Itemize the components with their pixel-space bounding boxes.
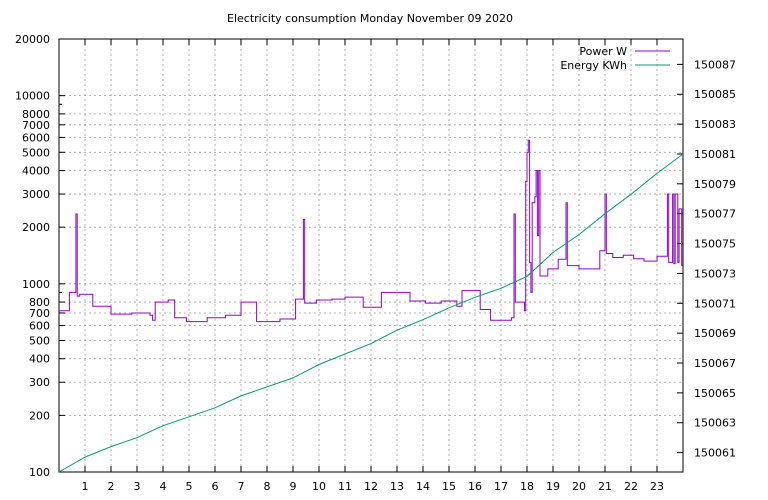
legend-label: Power W [579,45,627,58]
x-tick-label: 12 [364,480,378,493]
series-layer [58,139,684,473]
y-right-tick-label: 150067 [694,357,736,370]
y-left-tick-label: 200 [29,409,50,422]
x-tick-label: 5 [186,480,193,493]
y-right-tick-label: 150081 [694,148,736,161]
y-right-tick-label: 150063 [694,417,736,430]
y-right-tick-label: 150069 [694,327,736,340]
y-left-tick-label: 4000 [22,165,50,178]
y-right-tick-label: 150083 [694,118,736,131]
x-tick-label: 16 [468,480,482,493]
y-left-tick-label: 100 [29,466,50,479]
y-right-tick-label: 150075 [694,238,736,251]
x-tick-label: 21 [598,480,612,493]
x-tick-label: 11 [338,480,352,493]
x-tick-label: 4 [160,480,167,493]
y-left-tick-label: 3000 [22,188,50,201]
x-tick-label: 10 [312,480,326,493]
x-tick-label: 8 [264,480,271,493]
x-tick-label: 17 [494,480,508,493]
x-tick-label: 13 [390,480,404,493]
y-right-tick-label: 150071 [694,297,736,310]
y-left-tick-label: 2000 [22,221,50,234]
x-tick-label: 22 [624,480,638,493]
x-tick-label: 19 [546,480,560,493]
x-tick-label: 3 [134,480,141,493]
x-tick-label: 20 [572,480,586,493]
x-tick-label: 23 [650,480,664,493]
x-tick-label: 6 [212,480,219,493]
y-right-tick-label: 150073 [694,267,736,280]
y-left-tick-label: 6000 [22,131,50,144]
y-left-tick-label: 10000 [15,90,50,103]
ticks-layer: 1 2 3 4 5 6 7 8 9 10 11 12 13 14 15 16 17 18 19 20 21 22 23100… [15,33,736,493]
y-left-tick-label: 500 [29,334,50,347]
x-tick-label: 1 [82,480,89,493]
x-tick-label: 7 [238,480,245,493]
legend-label: Energy KWh [560,59,627,72]
y-left-tick-label: 800 [29,296,50,309]
y-left-tick-label: 300 [29,376,50,389]
y-right-tick-label: 150077 [694,208,736,221]
y-left-tick-label: 600 [29,320,50,333]
series-line-1 [59,139,683,323]
y-left-tick-label: 400 [29,353,50,366]
x-tick-label: 18 [520,480,534,493]
y-right-tick-label: 150085 [694,88,736,101]
grid-layer [59,39,683,472]
y-left-tick-label: 5000 [22,146,50,159]
y-left-tick-label: 7000 [22,119,50,132]
y-left-tick-label: 8000 [22,108,50,121]
y-right-tick-label: 150087 [694,58,736,71]
x-tick-label: 14 [416,480,430,493]
y-right-tick-label: 150079 [694,178,736,191]
series-line-2 [58,153,684,473]
y-left-tick-label: 700 [29,307,50,320]
x-tick-label: 9 [290,480,297,493]
chart-title: Electricity consumption Monday November … [227,12,513,25]
y-left-tick-label: 20000 [15,33,50,46]
x-tick-label: 15 [442,480,456,493]
y-right-tick-label: 150061 [694,447,736,460]
y-right-tick-label: 150065 [694,387,736,400]
y-left-tick-label: 1000 [22,278,50,291]
x-tick-label: 2 [108,480,115,493]
